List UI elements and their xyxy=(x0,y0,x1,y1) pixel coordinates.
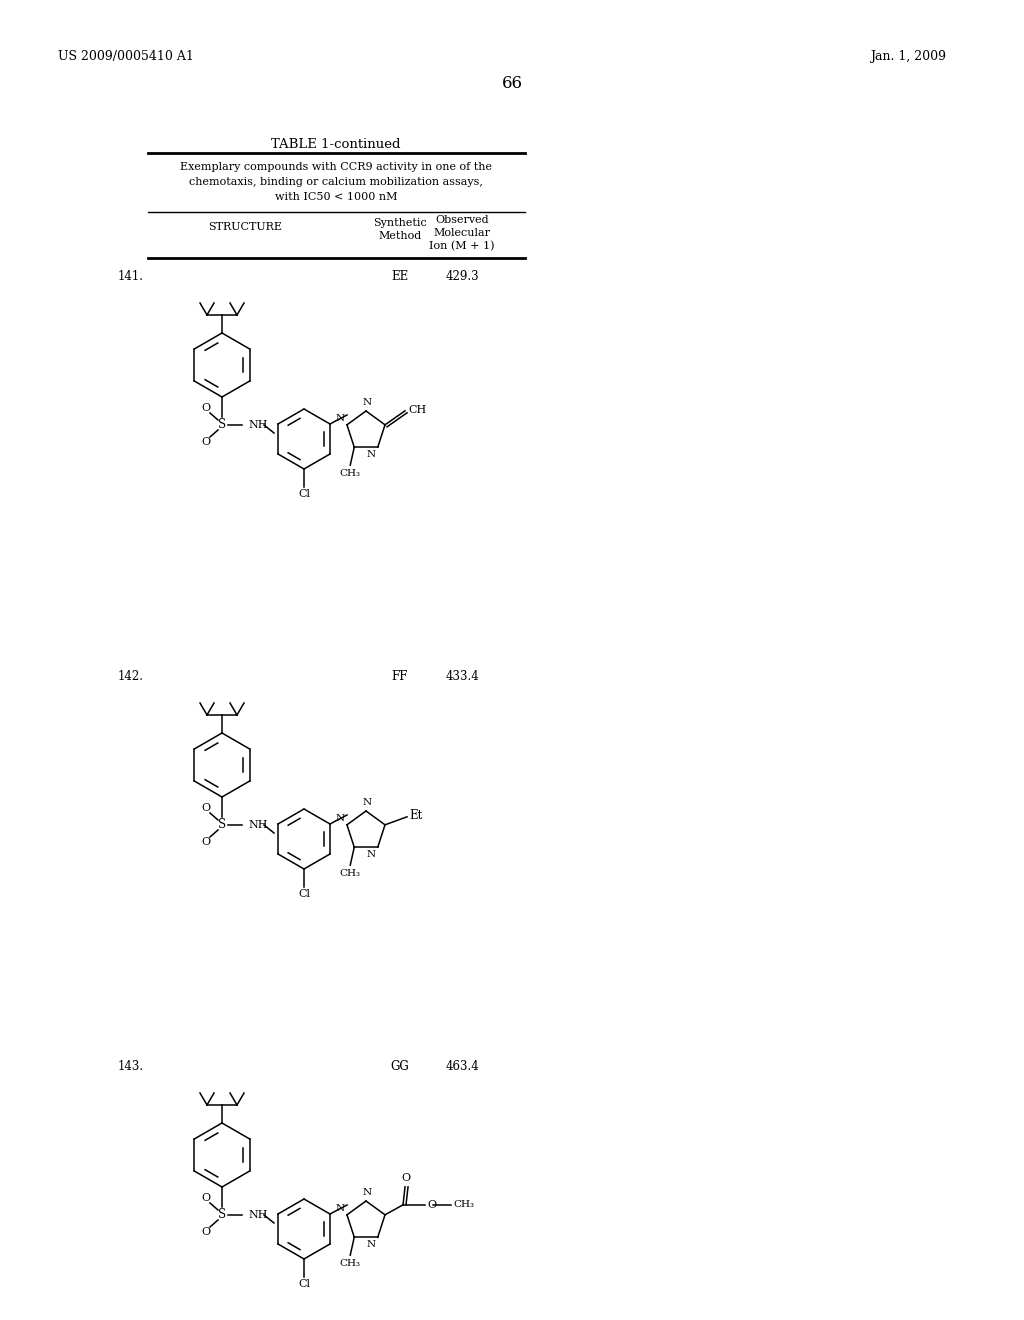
Text: CH: CH xyxy=(408,405,426,414)
Text: Cl: Cl xyxy=(298,1279,310,1290)
Text: Method: Method xyxy=(379,231,422,242)
Text: Et: Et xyxy=(409,809,422,822)
Text: O: O xyxy=(202,403,211,413)
Text: O: O xyxy=(202,437,211,447)
Text: Observed: Observed xyxy=(435,215,488,224)
Text: N: N xyxy=(336,1204,345,1213)
Text: 429.3: 429.3 xyxy=(445,271,479,282)
Text: Ion (M + 1): Ion (M + 1) xyxy=(429,242,495,251)
Text: O: O xyxy=(202,1193,211,1203)
Text: Exemplary compounds with CCR9 activity in one of the: Exemplary compounds with CCR9 activity i… xyxy=(180,162,492,172)
Text: GG: GG xyxy=(390,1060,410,1073)
Text: CH₃: CH₃ xyxy=(453,1200,474,1209)
Text: NH: NH xyxy=(248,1210,267,1220)
Text: US 2009/0005410 A1: US 2009/0005410 A1 xyxy=(58,50,194,63)
Text: N: N xyxy=(362,1188,372,1197)
Text: EE: EE xyxy=(391,271,409,282)
Text: N: N xyxy=(362,799,372,807)
Text: O: O xyxy=(202,837,211,847)
Text: O: O xyxy=(202,803,211,813)
Text: S: S xyxy=(218,1209,226,1221)
Text: 66: 66 xyxy=(502,75,522,92)
Text: FF: FF xyxy=(392,671,409,682)
Text: NH: NH xyxy=(248,420,267,430)
Text: 141.: 141. xyxy=(118,271,144,282)
Text: N: N xyxy=(367,450,376,459)
Text: 463.4: 463.4 xyxy=(445,1060,479,1073)
Text: Molecular: Molecular xyxy=(433,228,490,238)
Text: Synthetic: Synthetic xyxy=(373,218,427,228)
Text: 143.: 143. xyxy=(118,1060,144,1073)
Text: 433.4: 433.4 xyxy=(445,671,479,682)
Text: S: S xyxy=(218,418,226,432)
Text: CH₃: CH₃ xyxy=(340,469,360,478)
Text: N: N xyxy=(362,399,372,407)
Text: TABLE 1-continued: TABLE 1-continued xyxy=(271,139,400,150)
Text: N: N xyxy=(367,850,376,859)
Text: S: S xyxy=(218,818,226,832)
Text: N: N xyxy=(367,1241,376,1249)
Text: 142.: 142. xyxy=(118,671,144,682)
Text: O: O xyxy=(401,1172,411,1183)
Text: CH₃: CH₃ xyxy=(340,1259,360,1269)
Text: N: N xyxy=(336,814,345,822)
Text: Cl: Cl xyxy=(298,488,310,499)
Text: with IC50 < 1000 nM: with IC50 < 1000 nM xyxy=(274,191,397,202)
Text: CH₃: CH₃ xyxy=(340,869,360,878)
Text: N: N xyxy=(336,413,345,422)
Text: chemotaxis, binding or calcium mobilization assays,: chemotaxis, binding or calcium mobilizat… xyxy=(189,177,483,187)
Text: STRUCTURE: STRUCTURE xyxy=(208,222,282,232)
Text: O: O xyxy=(427,1200,436,1210)
Text: Cl: Cl xyxy=(298,888,310,899)
Text: Jan. 1, 2009: Jan. 1, 2009 xyxy=(870,50,946,63)
Text: O: O xyxy=(202,1228,211,1237)
Text: NH: NH xyxy=(248,820,267,830)
